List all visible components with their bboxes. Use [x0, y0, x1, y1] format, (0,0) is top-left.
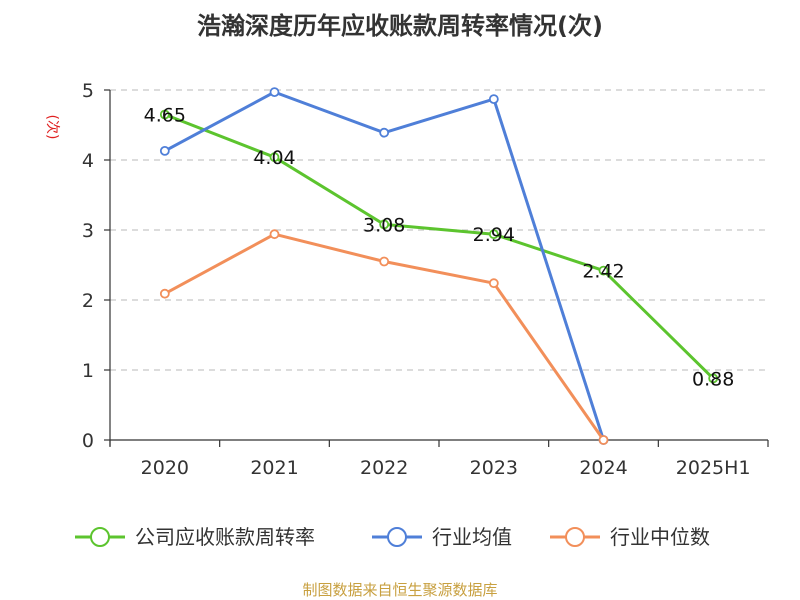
data-point[interactable]	[379, 219, 390, 230]
legend-label: 行业中位数	[610, 525, 710, 549]
data-label: 3.08	[363, 214, 405, 236]
legend[interactable]: 公司应收账款周转率 行业均值 行业中位数	[75, 525, 710, 549]
x-tick-label: 2025H1	[676, 457, 751, 479]
legend-item-0[interactable]: 公司应收账款周转率	[75, 525, 315, 549]
data-label: 2.94	[473, 224, 515, 246]
data-point[interactable]	[379, 256, 390, 267]
x-tick-label: 2024	[579, 457, 627, 479]
x-tick-label: 2021	[250, 457, 298, 479]
y-tick-label: 0	[82, 430, 94, 452]
data-point[interactable]	[598, 435, 609, 445]
source-note: 制图数据来自恒生聚源数据库	[302, 581, 497, 599]
data-point[interactable]	[269, 87, 280, 97]
data-point[interactable]	[159, 288, 170, 299]
legend-label: 公司应收账款周转率	[135, 525, 315, 549]
axes: 0 1 2 3 4 5 2020 2021 2022 2023 2024 2025H1	[82, 80, 769, 479]
chart-title: 浩瀚深度历年应收账款周转率情况(次)	[197, 12, 603, 40]
x-tick-label: 2020	[141, 457, 189, 479]
legend-item-1[interactable]: 行业均值	[372, 525, 512, 549]
legend-marker	[387, 527, 407, 547]
data-label: 4.65	[144, 105, 186, 127]
x-tick-label: 2022	[360, 457, 408, 479]
legend-item-2[interactable]: 行业中位数	[550, 525, 710, 549]
data-label: 0.88	[692, 368, 734, 390]
data-point[interactable]	[708, 373, 719, 384]
data-point[interactable]	[379, 127, 390, 138]
y-axis-label: (次)	[44, 115, 60, 140]
data-label: 2.42	[582, 261, 624, 283]
data-point[interactable]	[269, 229, 280, 240]
series-group	[159, 87, 719, 445]
y-tick-label: 4	[82, 150, 94, 172]
data-point[interactable]	[598, 265, 609, 276]
y-tick-label: 5	[82, 80, 94, 102]
data-point[interactable]	[269, 152, 280, 163]
legend-marker	[90, 527, 110, 547]
data-point[interactable]	[488, 229, 499, 240]
y-tick-label: 1	[82, 360, 94, 382]
data-labels: 4.65 4.04 3.08 2.94 2.42 0.88	[144, 105, 735, 391]
x-tick-label: 2023	[470, 457, 518, 479]
y-tick-label: 2	[82, 290, 94, 312]
series-line-0	[164, 113, 715, 380]
data-point[interactable]	[488, 278, 499, 289]
data-label: 4.04	[253, 147, 295, 169]
data-point[interactable]	[159, 145, 170, 156]
legend-label: 行业均值	[432, 525, 512, 549]
legend-marker	[565, 527, 585, 547]
data-point[interactable]	[159, 109, 170, 120]
y-tick-label: 3	[82, 220, 94, 242]
data-point[interactable]	[488, 94, 499, 104]
